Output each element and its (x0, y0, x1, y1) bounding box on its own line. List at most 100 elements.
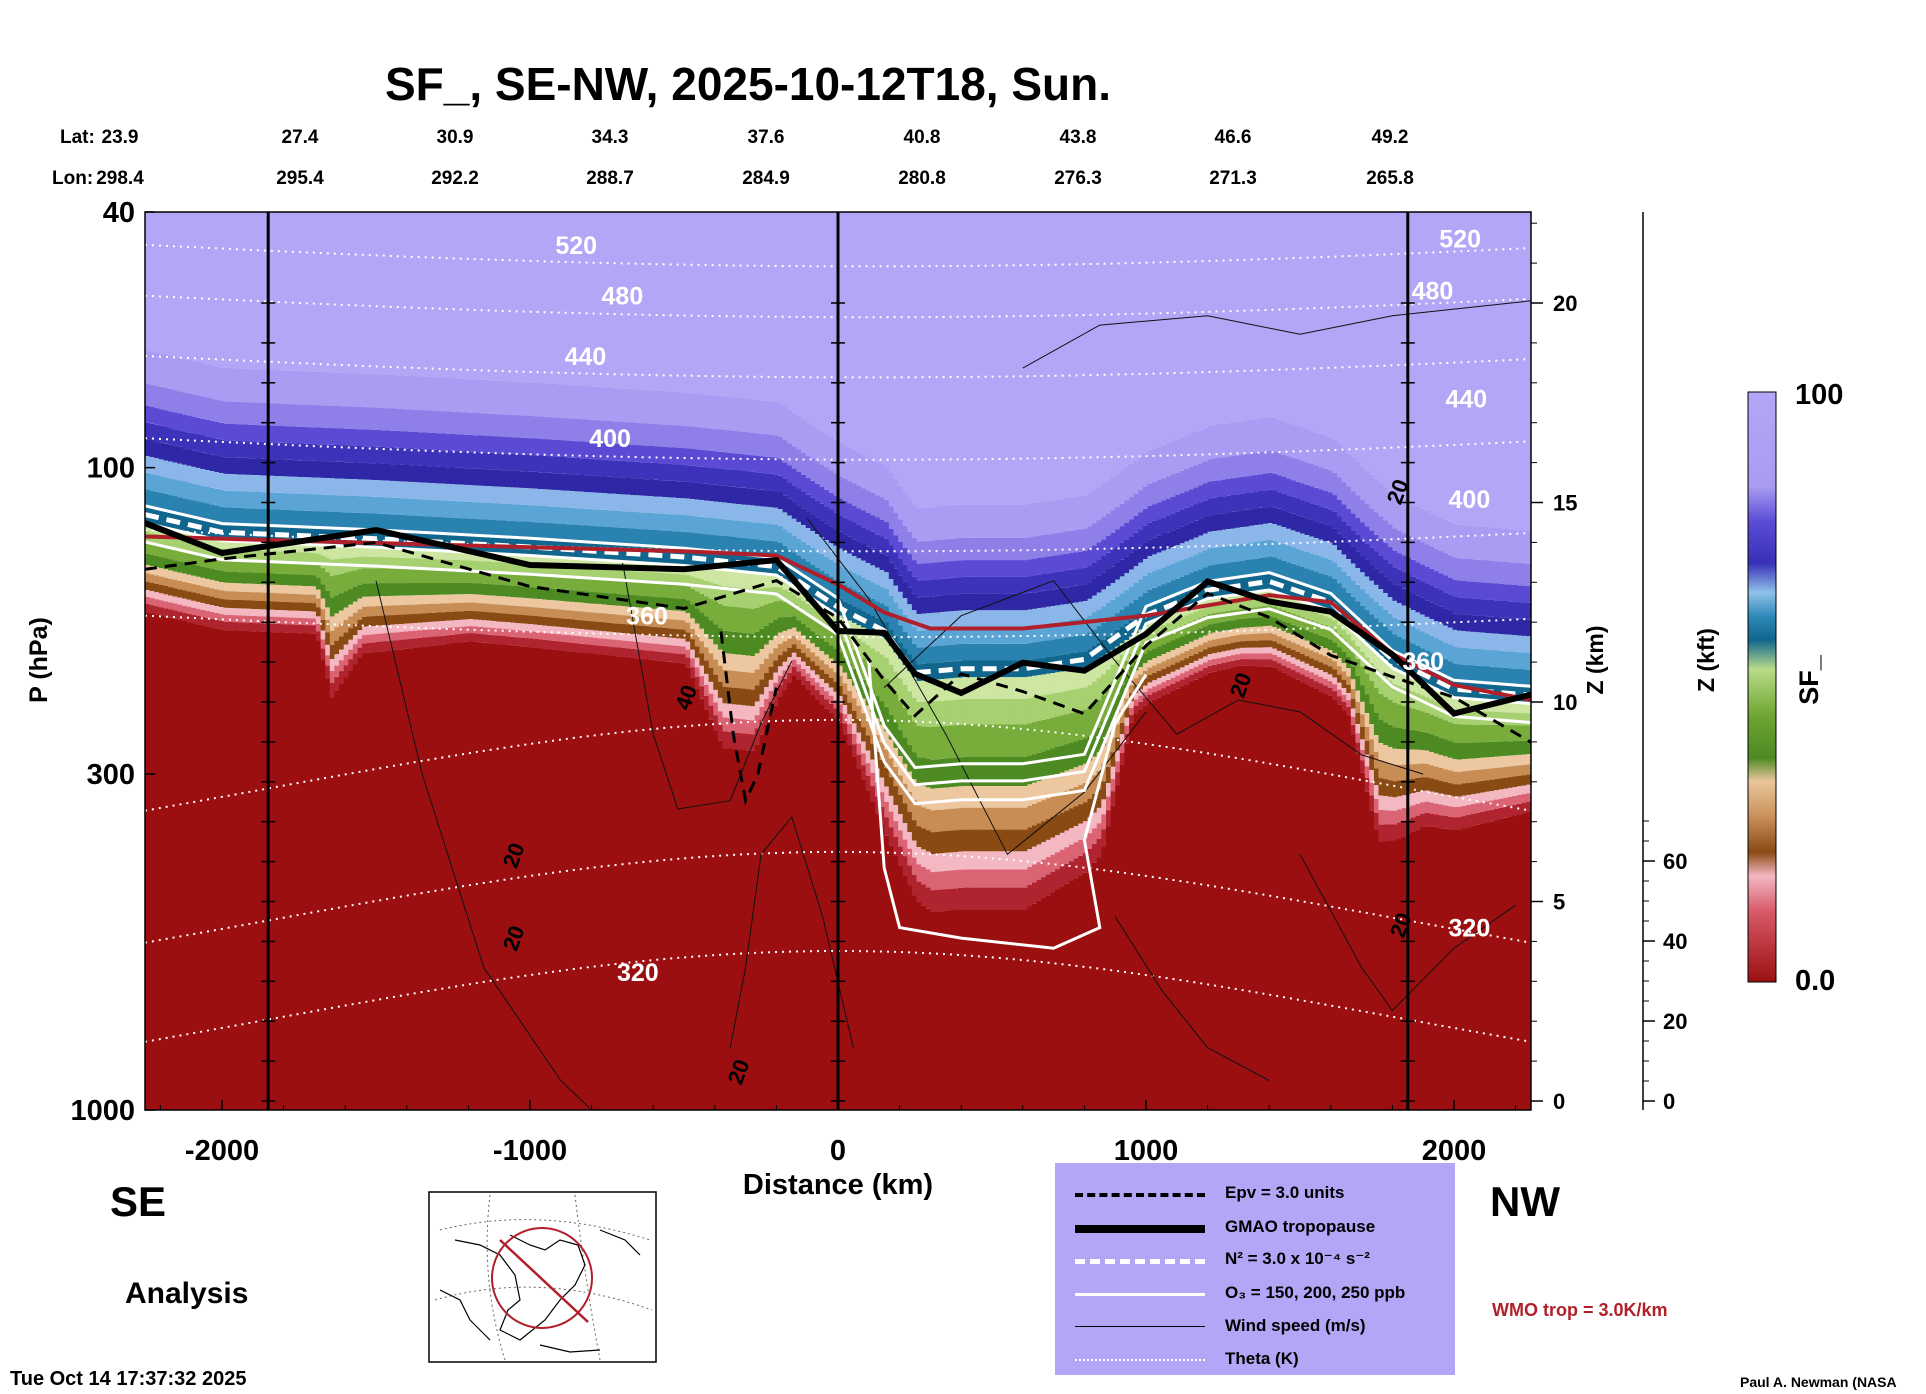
sf-band (1050, 639, 1056, 657)
sf-band (1073, 619, 1079, 636)
sf-band (1221, 423, 1227, 458)
sf-band (620, 580, 627, 595)
sf-band (1175, 675, 1181, 682)
sf-band (851, 483, 858, 506)
sf-band (1036, 625, 1042, 642)
sf-band (1073, 767, 1079, 787)
sf-band (1133, 532, 1139, 550)
sf-band (1221, 669, 1227, 1110)
sf-band (898, 814, 904, 831)
sf-band (699, 567, 705, 580)
sf-band (1226, 643, 1232, 651)
sf-band (662, 644, 668, 653)
sf-band (214, 557, 220, 570)
sf-band (953, 757, 959, 787)
sf-band (1115, 694, 1121, 712)
sf-band (583, 458, 590, 476)
sf-band (607, 605, 613, 614)
sf-band (1212, 425, 1218, 459)
sf-band (228, 368, 234, 402)
sf-band (1189, 506, 1195, 523)
sf-band (754, 433, 760, 456)
sf-band (958, 829, 964, 852)
sf-band (445, 644, 451, 1110)
sf-band (551, 640, 557, 650)
sf-band (995, 677, 1001, 700)
sf-band (1050, 775, 1056, 797)
sf-band (1018, 610, 1024, 627)
sf-band (292, 426, 298, 444)
sf-band (394, 481, 400, 498)
sf-band (1022, 593, 1028, 611)
sf-band (269, 509, 275, 526)
sf-band (657, 212, 663, 391)
sf-band (902, 803, 908, 824)
sf-band (288, 610, 294, 618)
sf-band (824, 540, 830, 557)
sf-band (847, 481, 853, 504)
sf-band (251, 631, 257, 1110)
sf-band (579, 491, 585, 509)
sf-band (315, 616, 322, 624)
sf-band (246, 592, 252, 601)
sf-band (1059, 772, 1065, 793)
sf-band (352, 529, 359, 547)
sf-band (593, 526, 599, 543)
sf-band (782, 479, 788, 496)
sf-band (588, 386, 594, 420)
sf-band (884, 555, 890, 573)
sf-band (717, 451, 724, 469)
sf-band (1207, 515, 1213, 532)
sf-band (1018, 869, 1024, 888)
sf-band (426, 637, 432, 647)
sf-band (768, 490, 774, 508)
sf-band (366, 643, 372, 653)
sf-band (191, 584, 197, 593)
sf-band (357, 619, 363, 631)
sf-band (380, 530, 386, 548)
sf-band (671, 464, 677, 481)
sf-band (302, 477, 308, 494)
sf-band (1064, 654, 1070, 671)
sf-band (242, 402, 248, 425)
sf-band (754, 539, 760, 557)
sf-band (625, 511, 631, 529)
sf-band (842, 500, 848, 518)
sf-band (1106, 712, 1112, 735)
sf-band (514, 637, 520, 646)
sf-band (463, 434, 469, 452)
sf-band (653, 643, 659, 652)
sf-band (1119, 667, 1125, 685)
sf-band (764, 212, 770, 401)
sf-band (930, 212, 936, 507)
sf-band (1106, 603, 1112, 620)
sf-band (1179, 653, 1186, 661)
sf-band (833, 612, 839, 623)
sf-band (925, 613, 931, 630)
sf-band (1064, 770, 1070, 791)
sf-band (1082, 763, 1089, 783)
sf-band (1032, 536, 1038, 559)
sf-band (163, 569, 169, 578)
sf-band (200, 536, 206, 545)
sf-band (939, 628, 945, 646)
sf-band (486, 643, 493, 1110)
sf-band (283, 574, 289, 586)
sf-band (1106, 810, 1112, 827)
sf-band (209, 596, 215, 605)
sf-band (1230, 545, 1236, 562)
sf-band (995, 660, 1001, 678)
sf-band (551, 523, 557, 541)
sf-band (1198, 670, 1204, 678)
sf-band (482, 502, 488, 520)
sf-band (805, 455, 811, 478)
sf-band (251, 441, 257, 459)
sf-band (172, 547, 178, 561)
sf-band (413, 613, 419, 623)
sf-band (690, 649, 696, 659)
sf-band (158, 557, 165, 569)
sf-band (625, 606, 631, 616)
sf-band (787, 409, 793, 444)
sf-band (1175, 472, 1181, 495)
sf-band (667, 514, 673, 531)
